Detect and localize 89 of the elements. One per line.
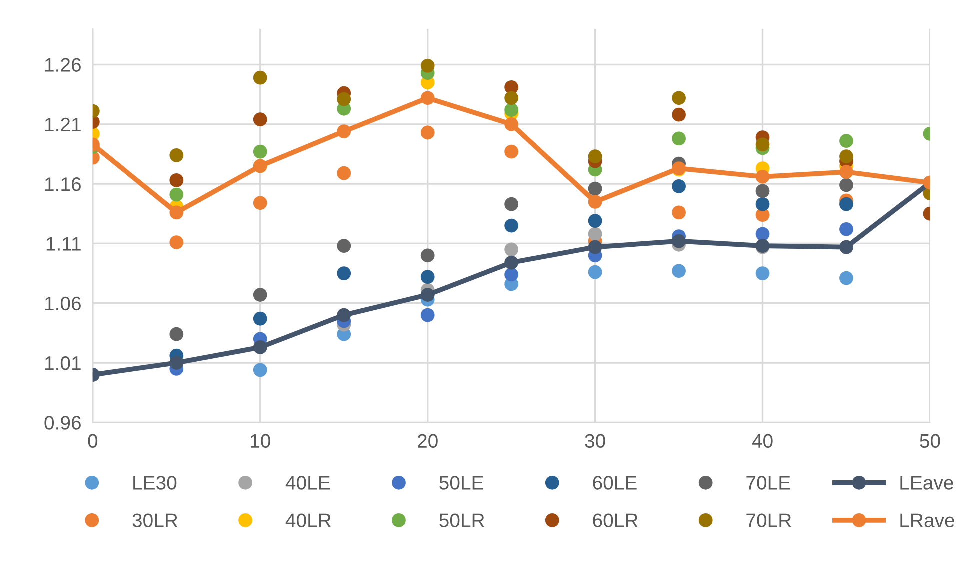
point — [840, 222, 854, 236]
point — [420, 248, 435, 263]
point — [253, 340, 268, 354]
point — [756, 138, 770, 152]
x-tick-label: 20 — [418, 434, 438, 448]
point — [420, 288, 435, 302]
point — [337, 266, 352, 280]
x-tick-label: 40 — [752, 434, 773, 448]
point — [756, 184, 770, 198]
point — [840, 178, 854, 192]
point — [588, 265, 602, 280]
point — [337, 308, 352, 322]
point — [253, 312, 268, 326]
x-tick-label: 50 — [920, 434, 940, 448]
point — [588, 214, 602, 228]
legend-label: 60LR — [593, 514, 638, 528]
point — [588, 195, 602, 209]
legend-label: 60LE — [593, 476, 637, 490]
point — [672, 91, 686, 106]
point — [337, 92, 352, 106]
y-tick-label: 1.06 — [45, 296, 81, 311]
point — [170, 206, 184, 220]
legend-label: 70LE — [746, 476, 790, 490]
point — [504, 117, 519, 132]
point — [672, 132, 686, 146]
point — [420, 270, 435, 284]
point — [504, 242, 519, 257]
point — [672, 179, 686, 194]
y-tick-label: 0.96 — [44, 416, 81, 430]
point — [170, 327, 184, 342]
legend-label: LEave — [900, 476, 954, 490]
y-tick-label: 1.26 — [45, 58, 81, 72]
point — [504, 103, 519, 118]
point — [756, 170, 770, 184]
y-tick-label: 1.01 — [45, 356, 81, 370]
point — [588, 150, 602, 164]
point — [672, 206, 686, 220]
point — [420, 91, 435, 106]
point — [504, 197, 519, 212]
point — [504, 218, 519, 233]
point — [504, 268, 519, 282]
point — [672, 264, 686, 278]
point — [337, 124, 352, 138]
point — [253, 70, 268, 85]
point — [420, 58, 435, 73]
legend-label: 30LR — [132, 514, 178, 528]
point — [337, 239, 352, 254]
point — [756, 227, 770, 242]
point — [170, 188, 184, 202]
point — [588, 182, 602, 196]
point — [170, 148, 184, 162]
point — [253, 144, 268, 159]
point — [504, 256, 519, 270]
x-tick-label: 30 — [585, 434, 606, 448]
point — [588, 227, 602, 242]
legend-label: 40LR — [286, 514, 331, 528]
point — [756, 197, 770, 212]
point — [672, 234, 686, 248]
legend-label: LRave — [900, 514, 954, 528]
point — [253, 288, 268, 302]
point — [840, 271, 854, 286]
point — [337, 166, 352, 180]
point — [253, 363, 268, 378]
legend-label: LE30 — [134, 476, 177, 490]
point — [672, 108, 686, 122]
point — [840, 197, 854, 212]
legend-label: 50LE — [440, 476, 484, 490]
point — [840, 134, 854, 148]
point — [170, 356, 184, 370]
point — [420, 126, 435, 140]
point — [170, 236, 184, 250]
point — [253, 196, 268, 210]
point — [840, 150, 854, 164]
point — [588, 240, 602, 254]
point — [170, 174, 184, 188]
legend-label: 50LR — [440, 514, 484, 528]
point — [420, 308, 435, 322]
x-tick-label: 10 — [251, 434, 270, 448]
point — [504, 144, 519, 159]
legend-label: 40LE — [286, 476, 330, 490]
point — [840, 165, 854, 180]
point — [253, 112, 268, 127]
point — [504, 91, 519, 106]
x-tick-label: 0 — [88, 434, 98, 448]
y-tick-label: 1.16 — [45, 178, 81, 192]
legend-label: 70LR — [746, 514, 792, 528]
point — [756, 266, 770, 280]
y-tick-label: 1.21 — [45, 118, 81, 132]
y-tick-label: 1.11 — [46, 237, 81, 251]
